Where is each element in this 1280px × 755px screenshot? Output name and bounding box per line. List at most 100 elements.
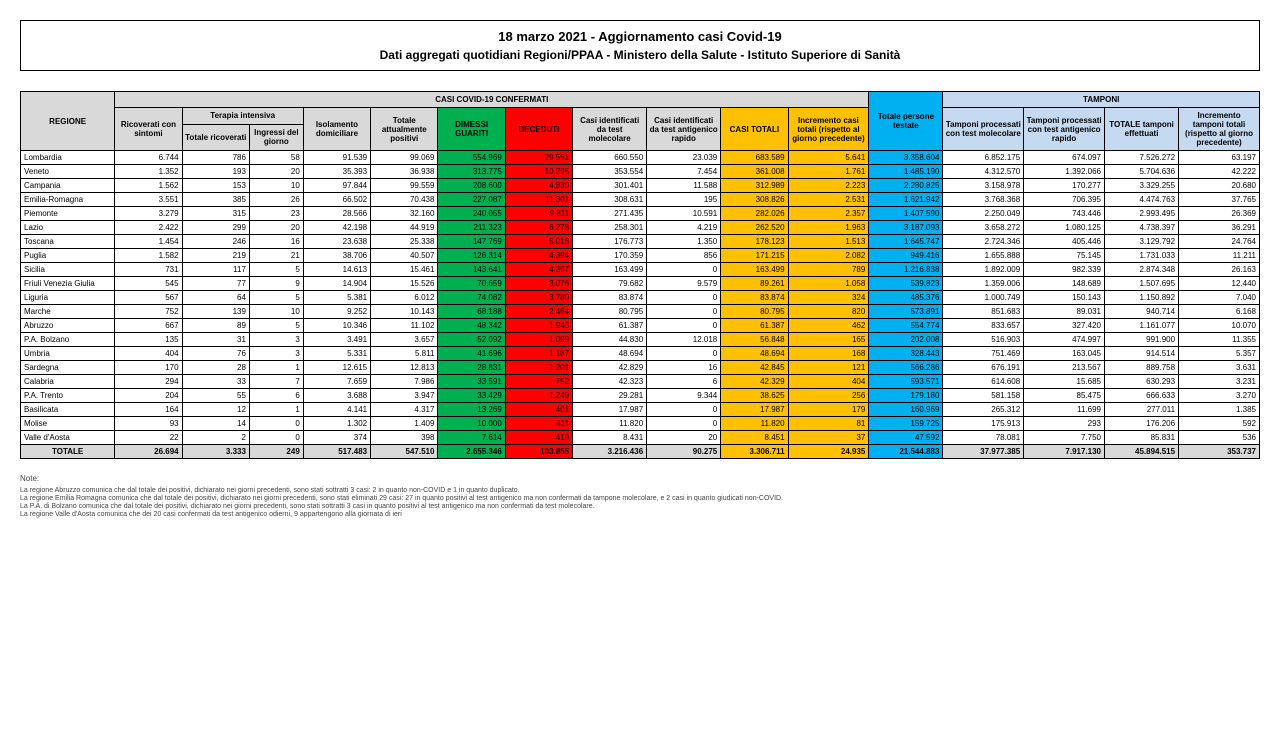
- total-cell: 353.737: [1179, 445, 1260, 459]
- data-cell: 33: [182, 375, 249, 389]
- data-cell: 70.659: [438, 277, 505, 291]
- total-cell: 24.935: [788, 445, 869, 459]
- data-cell: 940.714: [1105, 305, 1179, 319]
- total-cell: 45.894.515: [1105, 445, 1179, 459]
- data-cell: 74.082: [438, 291, 505, 305]
- data-cell: 41.696: [438, 347, 505, 361]
- total-cell: 37.977.385: [943, 445, 1024, 459]
- data-cell: 277.011: [1105, 403, 1179, 417]
- data-cell: 163.045: [1024, 347, 1105, 361]
- col-incremento-tamponi: Incremento tamponi totali (rispetto al g…: [1179, 108, 1260, 151]
- data-cell: 37: [788, 431, 869, 445]
- data-cell: 3.947: [371, 389, 438, 403]
- data-cell: 554.969: [438, 151, 505, 165]
- data-cell: 8.431: [573, 431, 647, 445]
- data-cell: 327.420: [1024, 319, 1105, 333]
- data-cell: 554.774: [869, 319, 943, 333]
- data-cell: 42.845: [721, 361, 788, 375]
- data-cell: 404: [788, 375, 869, 389]
- section-tamponi: TAMPONI: [943, 92, 1260, 108]
- region-cell: Valle d'Aosta: [21, 431, 115, 445]
- data-cell: 308.631: [573, 193, 647, 207]
- region-cell: Basilicata: [21, 403, 115, 417]
- data-cell: 9: [249, 277, 303, 291]
- data-cell: 22: [115, 431, 182, 445]
- data-cell: 516.903: [943, 333, 1024, 347]
- data-cell: 28: [182, 361, 249, 375]
- col-casi-antigenico: Casi identificati da test antigenico rap…: [647, 108, 721, 151]
- region-cell: Sicilia: [21, 263, 115, 277]
- data-cell: 91.539: [303, 151, 370, 165]
- data-cell: 706.395: [1024, 193, 1105, 207]
- table-row: Veneto1.3521932035.39336.938313.77510.29…: [21, 165, 1260, 179]
- data-cell: 77: [182, 277, 249, 291]
- data-cell: 11.355: [1179, 333, 1260, 347]
- data-cell: 1.302: [303, 417, 370, 431]
- total-cell: 3.306.711: [721, 445, 788, 459]
- data-cell: 573.891: [869, 305, 943, 319]
- data-cell: 176.206: [1105, 417, 1179, 431]
- data-cell: 0: [647, 305, 721, 319]
- data-cell: 786: [182, 151, 249, 165]
- region-cell: P.A. Trento: [21, 389, 115, 403]
- data-cell: 13.269: [438, 403, 505, 417]
- total-cell: 7.917.130: [1024, 445, 1105, 459]
- data-cell: 12.018: [647, 333, 721, 347]
- data-cell: 64: [182, 291, 249, 305]
- data-cell: 20: [647, 431, 721, 445]
- data-cell: 1.058: [788, 277, 869, 291]
- data-cell: 97.844: [303, 179, 370, 193]
- data-cell: 1.392.066: [1024, 165, 1105, 179]
- data-cell: 9.252: [303, 305, 370, 319]
- data-cell: 789: [788, 263, 869, 277]
- data-cell: 1.249: [505, 389, 572, 403]
- data-cell: 170.277: [1024, 179, 1105, 193]
- data-cell: 258.301: [573, 221, 647, 235]
- data-cell: 33.429: [438, 389, 505, 403]
- data-cell: 85.831: [1105, 431, 1179, 445]
- region-cell: Sardegna: [21, 361, 115, 375]
- table-row: Abruzzo66789510.34611.10248.3421.94361.3…: [21, 319, 1260, 333]
- col-totale-ricoverati: Totale ricoverati: [182, 124, 249, 150]
- data-cell: 752: [505, 375, 572, 389]
- data-cell: 3.158.978: [943, 179, 1024, 193]
- data-cell: 1.513: [788, 235, 869, 249]
- data-cell: 179.180: [869, 389, 943, 403]
- data-cell: 6: [647, 375, 721, 389]
- data-cell: 545: [115, 277, 182, 291]
- data-cell: 3.688: [303, 389, 370, 403]
- data-cell: 26: [249, 193, 303, 207]
- data-cell: 5: [249, 291, 303, 305]
- data-cell: 38.706: [303, 249, 370, 263]
- data-cell: 3.491: [303, 333, 370, 347]
- data-cell: 630.293: [1105, 375, 1179, 389]
- data-cell: 178.123: [721, 235, 788, 249]
- table-row: Campania1.5621531097.84499.559208.6004.8…: [21, 179, 1260, 193]
- covid-data-table: REGIONE CASI COVID-19 CONFERMATI Totale …: [20, 91, 1260, 459]
- table-row: Lazio2.4222992042.19844.919211.3236.2782…: [21, 221, 1260, 235]
- data-cell: 3.187.093: [869, 221, 943, 235]
- data-cell: 66.502: [303, 193, 370, 207]
- data-cell: 171.215: [721, 249, 788, 263]
- region-cell: Abruzzo: [21, 319, 115, 333]
- data-cell: 42.329: [721, 375, 788, 389]
- data-cell: 148.689: [1024, 277, 1105, 291]
- data-cell: 1.562: [115, 179, 182, 193]
- data-cell: 751.469: [943, 347, 1024, 361]
- total-label: TOTALE: [21, 445, 115, 459]
- data-cell: 240.055: [438, 207, 505, 221]
- table-row: Toscana1.4542461623.63825.338147.7695.01…: [21, 235, 1260, 249]
- header-title: 18 marzo 2021 - Aggiornamento casi Covid…: [29, 29, 1251, 44]
- data-cell: 3.279: [115, 207, 182, 221]
- region-cell: Campania: [21, 179, 115, 193]
- data-cell: 674.097: [1024, 151, 1105, 165]
- table-body: Lombardia6.7447865891.53999.069554.96929…: [21, 151, 1260, 459]
- data-cell: 31: [182, 333, 249, 347]
- data-cell: 7.454: [647, 165, 721, 179]
- data-cell: 0: [647, 347, 721, 361]
- data-cell: 38.625: [721, 389, 788, 403]
- header-subtitle: Dati aggregati quotidiani Regioni/PPAA -…: [29, 48, 1251, 62]
- data-cell: 117: [182, 263, 249, 277]
- data-cell: 42.829: [573, 361, 647, 375]
- data-cell: 85.475: [1024, 389, 1105, 403]
